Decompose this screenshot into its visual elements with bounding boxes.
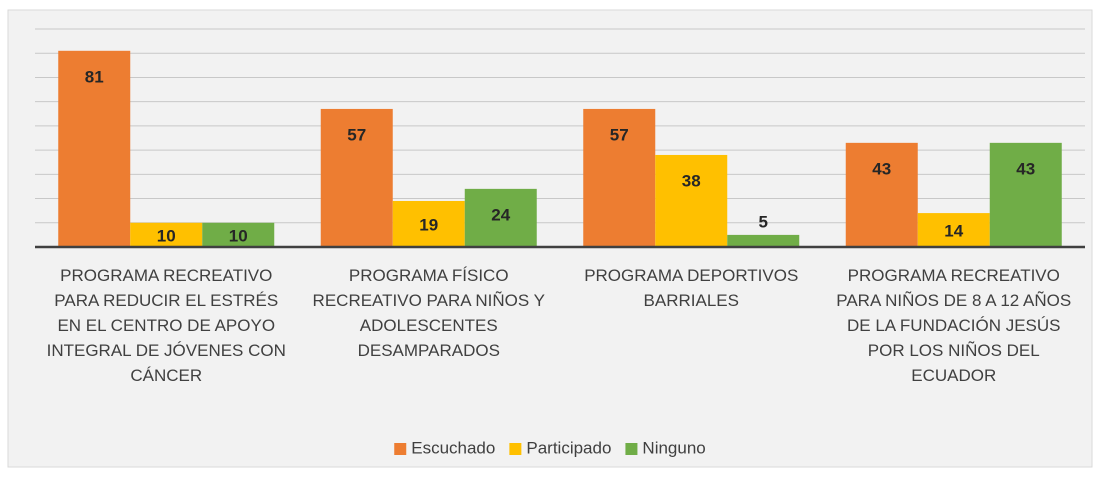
data-label: 38 — [682, 171, 701, 190]
bar — [202, 222, 275, 247]
data-label: 10 — [229, 226, 248, 245]
legend-label: Escuchado — [411, 438, 495, 457]
legend-swatch — [394, 443, 407, 455]
data-label: 81 — [85, 67, 104, 86]
x-tick-label: PROGRAMA RECREATIVO PARA REDUCIR EL ESTR… — [46, 266, 286, 385]
data-label: 24 — [491, 205, 510, 224]
legend-label: Participado — [526, 438, 611, 457]
bar — [989, 142, 1062, 247]
bar — [583, 108, 656, 247]
data-label: 43 — [1016, 159, 1035, 178]
x-tick-label: PROGRAMA RECREATIVO PARA NIÑOS DE 8 A 12… — [836, 266, 1072, 385]
data-label: 43 — [872, 159, 891, 178]
data-label: 19 — [419, 215, 438, 234]
data-label: 57 — [347, 125, 366, 144]
bar — [392, 200, 465, 247]
data-label: 10 — [157, 226, 176, 245]
bar — [655, 154, 728, 247]
bar — [58, 50, 131, 247]
bar — [917, 213, 990, 247]
legend-swatch — [509, 443, 522, 455]
legend-swatch — [625, 443, 638, 455]
x-tick-label: PROGRAMA FÍSICO RECREATIVO PARA NIÑOS Y … — [312, 266, 545, 360]
bar — [130, 222, 203, 247]
legend-label: Ninguno — [642, 438, 705, 457]
bar — [727, 234, 800, 247]
bar — [845, 142, 918, 247]
data-label: 5 — [759, 212, 768, 231]
data-label: 14 — [944, 222, 963, 241]
bar — [464, 188, 537, 247]
bar — [320, 108, 393, 247]
x-tick-label: PROGRAMA DEPORTIVOS BARRIALES — [584, 266, 799, 310]
data-label: 57 — [610, 125, 629, 144]
